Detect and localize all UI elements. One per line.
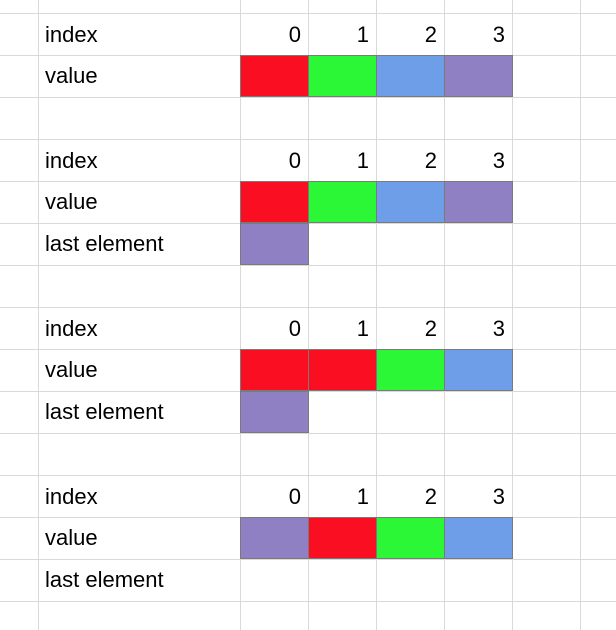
value-label[interactable]: value	[45, 357, 98, 382]
grid-line	[38, 0, 39, 630]
index-label[interactable]: index	[45, 22, 98, 47]
index-cell[interactable]: 1	[356, 484, 369, 509]
value-swatch[interactable]	[240, 55, 309, 97]
index-cell[interactable]: 1	[356, 22, 369, 47]
index-label[interactable]: index	[45, 316, 98, 341]
index-cell[interactable]: 2	[424, 316, 437, 341]
grid-line	[376, 0, 377, 630]
value-swatch[interactable]	[376, 517, 445, 559]
index-cell[interactable]: 2	[424, 22, 437, 47]
grid-line	[0, 433, 616, 434]
value-swatch[interactable]	[444, 517, 513, 559]
grid-line	[580, 0, 581, 630]
value-swatch[interactable]	[308, 349, 377, 391]
value-swatch[interactable]	[376, 349, 445, 391]
value-row: value	[0, 517, 616, 559]
index-label[interactable]: index	[45, 148, 98, 173]
value-row: value	[0, 349, 616, 391]
index-cell[interactable]: 3	[492, 148, 505, 173]
index-cell[interactable]: 1	[356, 316, 369, 341]
value-swatch[interactable]	[376, 55, 445, 97]
index-row: index 0 1 2 3	[0, 476, 616, 518]
index-cell[interactable]: 3	[492, 22, 505, 47]
index-cell[interactable]: 3	[492, 316, 505, 341]
grid-line	[0, 139, 616, 140]
index-cell[interactable]: 0	[288, 484, 301, 509]
last-element-row: last element	[0, 559, 616, 601]
grid-line	[0, 475, 616, 476]
last-element-row: last element	[0, 223, 616, 265]
index-cell[interactable]: 2	[424, 484, 437, 509]
value-swatch[interactable]	[444, 55, 513, 97]
value-swatch[interactable]	[376, 181, 445, 223]
grid-line	[444, 0, 445, 630]
index-cell[interactable]: 0	[288, 148, 301, 173]
grid-line	[512, 0, 513, 630]
value-swatch[interactable]	[240, 349, 309, 391]
value-label[interactable]: value	[45, 63, 98, 88]
grid-line	[0, 97, 616, 98]
last-element-label[interactable]: last element	[45, 399, 164, 424]
grid-line	[0, 13, 616, 14]
last-element-row: last element	[0, 391, 616, 433]
value-swatch[interactable]	[308, 181, 377, 223]
grid-line	[0, 265, 616, 266]
last-element-label[interactable]: last element	[45, 231, 164, 256]
index-label[interactable]: index	[45, 484, 98, 509]
last-element-swatch[interactable]	[240, 223, 309, 265]
index-row: index 0 1 2 3	[0, 140, 616, 182]
index-cell[interactable]: 0	[288, 22, 301, 47]
value-row: value	[0, 181, 616, 223]
grid-line	[0, 601, 616, 602]
index-cell[interactable]: 3	[492, 484, 505, 509]
grid-line	[0, 559, 616, 560]
index-cell[interactable]: 1	[356, 148, 369, 173]
grid-line	[308, 0, 309, 630]
grid-line	[0, 307, 616, 308]
value-label[interactable]: value	[45, 525, 98, 550]
value-swatch[interactable]	[308, 517, 377, 559]
value-swatch[interactable]	[308, 55, 377, 97]
index-row: index 0 1 2 3	[0, 14, 616, 56]
value-swatch[interactable]	[240, 517, 309, 559]
value-label[interactable]: value	[45, 189, 98, 214]
value-swatch[interactable]	[240, 181, 309, 223]
value-row: value	[0, 55, 616, 97]
grid-line	[240, 0, 241, 630]
index-cell[interactable]: 0	[288, 316, 301, 341]
last-element-label[interactable]: last element	[45, 567, 164, 592]
value-swatch[interactable]	[444, 349, 513, 391]
index-row: index 0 1 2 3	[0, 308, 616, 350]
value-swatch[interactable]	[444, 181, 513, 223]
index-cell[interactable]: 2	[424, 148, 437, 173]
last-element-swatch[interactable]	[240, 391, 309, 433]
